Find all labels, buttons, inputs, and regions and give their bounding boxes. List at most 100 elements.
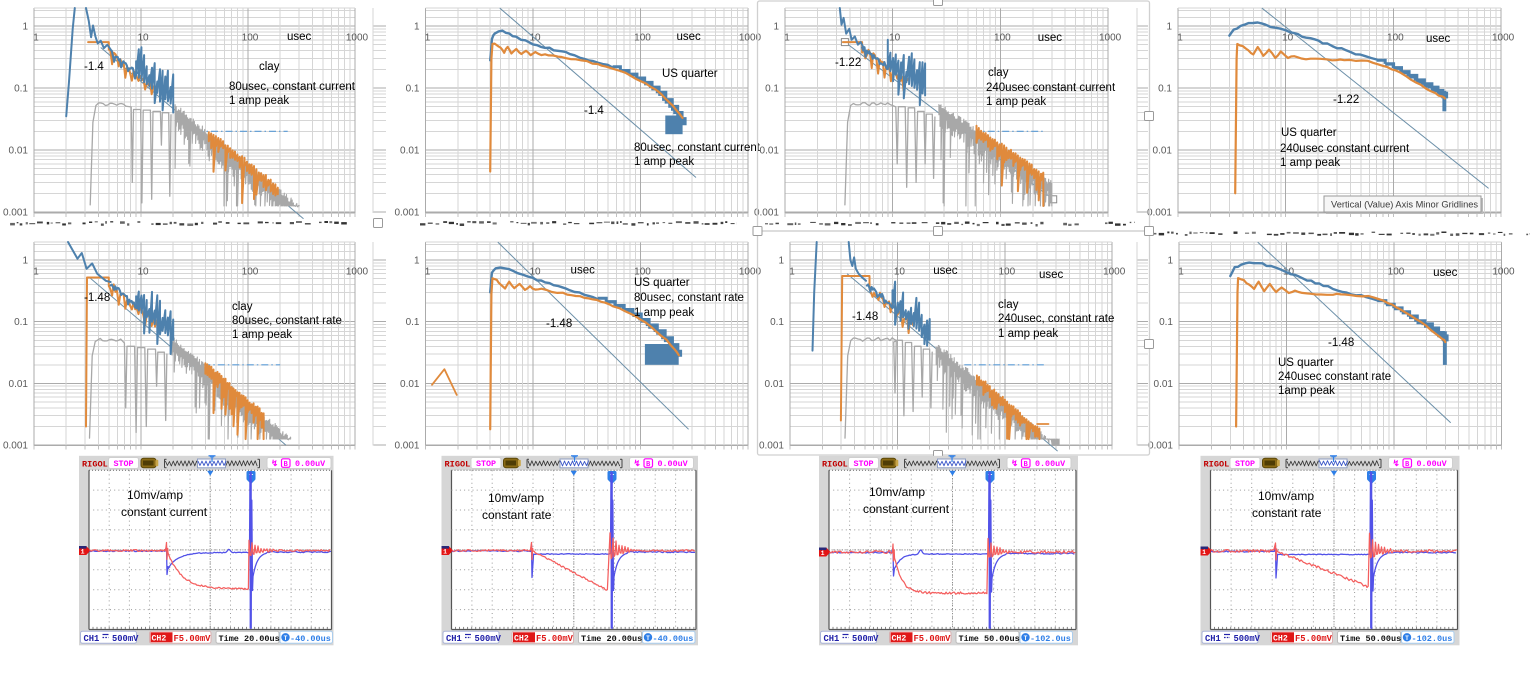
svg-text:100: 100	[1387, 33, 1404, 44]
svg-text:T: T	[950, 456, 955, 465]
svg-text:T: T	[210, 456, 215, 465]
svg-text:CH1: CH1	[84, 634, 100, 644]
svg-text:STOP: STOP	[476, 459, 496, 469]
svg-text:usec: usec	[1039, 269, 1064, 281]
svg-text:10: 10	[137, 267, 149, 278]
svg-text:1: 1	[1177, 33, 1183, 44]
svg-text:CH1: CH1	[446, 634, 462, 644]
svg-text:0.001: 0.001	[754, 208, 779, 219]
svg-text:1000: 1000	[1492, 267, 1515, 278]
svg-text:constant rate: constant rate	[482, 508, 552, 522]
svg-text:RIGOL: RIGOL	[822, 460, 848, 470]
svg-text:CH2: CH2	[1273, 635, 1288, 644]
svg-text:-1.22: -1.22	[1333, 94, 1359, 106]
svg-text:T: T	[572, 456, 577, 465]
svg-text:-1.48: -1.48	[84, 292, 110, 304]
svg-text:↯: ↯	[1393, 459, 1400, 469]
svg-text:100: 100	[1388, 267, 1405, 278]
svg-text:0.1: 0.1	[1159, 317, 1173, 328]
svg-text:↯: ↯	[271, 459, 278, 469]
svg-text:↯: ↯	[1011, 459, 1018, 469]
svg-text:B: B	[646, 461, 651, 469]
svg-text:80usec, constant rate: 80usec, constant rate	[232, 315, 342, 327]
svg-text:usec: usec	[1433, 267, 1458, 279]
svg-text:-1.48: -1.48	[852, 311, 878, 323]
svg-text:0.1: 0.1	[406, 84, 420, 95]
svg-text:1: 1	[33, 267, 39, 278]
svg-text:0.00uV: 0.00uV	[295, 459, 326, 469]
svg-text:1: 1	[789, 267, 795, 278]
svg-text:1000: 1000	[346, 267, 369, 278]
svg-text:clay: clay	[259, 61, 280, 73]
svg-text:usec: usec	[676, 31, 701, 43]
svg-text:240usec, constant rate: 240usec, constant rate	[998, 313, 1114, 325]
svg-text:1: 1	[1166, 22, 1172, 33]
svg-text:0.001: 0.001	[1148, 441, 1173, 452]
svg-text:Time 20.00us: Time 20.00us	[219, 634, 280, 644]
svg-text:T: T	[646, 635, 650, 642]
svg-text:0.1: 0.1	[765, 84, 779, 95]
svg-text:10mv/amp: 10mv/amp	[488, 491, 544, 505]
svg-text:RIGOL: RIGOL	[82, 460, 108, 470]
svg-text:↯: ↯	[634, 459, 641, 469]
svg-text:T: T	[1024, 635, 1028, 642]
svg-text:1: 1	[81, 549, 85, 556]
svg-text:80usec, constant rate: 80usec, constant rate	[634, 292, 744, 304]
svg-text:clay: clay	[998, 299, 1019, 311]
svg-text:RIGOL: RIGOL	[445, 460, 471, 470]
svg-text:10: 10	[529, 267, 541, 278]
svg-text:0.001: 0.001	[759, 441, 784, 452]
svg-text:CH2: CH2	[152, 635, 167, 644]
svg-text:F5.00mV: F5.00mV	[174, 634, 212, 644]
svg-text:1: 1	[22, 22, 28, 33]
svg-text:1: 1	[425, 33, 431, 44]
svg-text:1 amp peak: 1 amp peak	[634, 307, 694, 319]
svg-text:US quarter: US quarter	[634, 277, 690, 289]
svg-text:1000: 1000	[1492, 33, 1515, 44]
svg-text:100: 100	[994, 33, 1011, 44]
svg-text:constant current: constant current	[863, 502, 950, 516]
svg-text:-1.4: -1.4	[84, 61, 104, 73]
svg-text:constant rate: constant rate	[1252, 506, 1322, 520]
svg-text:-102.0us: -102.0us	[1412, 634, 1453, 644]
svg-text:240usec constant rate: 240usec constant rate	[1278, 371, 1391, 383]
svg-text:0.00uV: 0.00uV	[1035, 459, 1066, 469]
svg-text:0.01: 0.01	[9, 146, 29, 157]
svg-text:-40.00us: -40.00us	[653, 634, 694, 644]
svg-text:B: B	[1024, 461, 1029, 469]
svg-text:1 amp peak: 1 amp peak	[232, 329, 292, 341]
svg-text:1: 1	[443, 549, 447, 556]
svg-text:CH2: CH2	[892, 635, 907, 644]
svg-text:1 amp peak: 1 amp peak	[986, 96, 1046, 108]
svg-text:0.01: 0.01	[400, 146, 420, 157]
svg-text:clay: clay	[232, 301, 253, 313]
svg-text:0.1: 0.1	[1158, 84, 1172, 95]
svg-text:1000: 1000	[346, 33, 369, 44]
svg-text:1 amp peak: 1 amp peak	[998, 328, 1058, 340]
svg-text:US quarter: US quarter	[1278, 357, 1334, 369]
svg-text:1: 1	[1167, 256, 1173, 267]
svg-text:100: 100	[634, 267, 651, 278]
svg-text:240usec constant current: 240usec constant current	[986, 82, 1116, 94]
svg-text:usec: usec	[287, 31, 312, 43]
svg-text:US quarter: US quarter	[662, 68, 718, 80]
svg-text:0.00uV: 0.00uV	[658, 459, 689, 469]
svg-text:F5.00mV: F5.00mV	[536, 634, 574, 644]
svg-text:500mV: 500mV	[475, 634, 502, 644]
svg-text:1: 1	[414, 256, 420, 267]
svg-text:1000: 1000	[739, 33, 762, 44]
svg-text:1: 1	[821, 550, 825, 557]
svg-text:US quarter: US quarter	[1281, 127, 1337, 139]
svg-text:10: 10	[889, 33, 901, 44]
svg-text:0.001: 0.001	[3, 441, 28, 452]
svg-text:Vertical (Value) Axis Minor Gr: Vertical (Value) Axis Minor Gridlines	[1331, 200, 1478, 210]
svg-text:CH2: CH2	[514, 635, 529, 644]
svg-text:1amp peak: 1amp peak	[1278, 385, 1335, 397]
svg-text:B: B	[284, 461, 289, 469]
svg-text:constant current: constant current	[121, 505, 208, 519]
svg-text:10: 10	[137, 33, 149, 44]
svg-text:10mv/amp: 10mv/amp	[1258, 489, 1314, 503]
svg-text:1: 1	[1202, 549, 1206, 556]
svg-text:-1.48: -1.48	[1328, 337, 1354, 349]
svg-text:T: T	[284, 635, 288, 642]
